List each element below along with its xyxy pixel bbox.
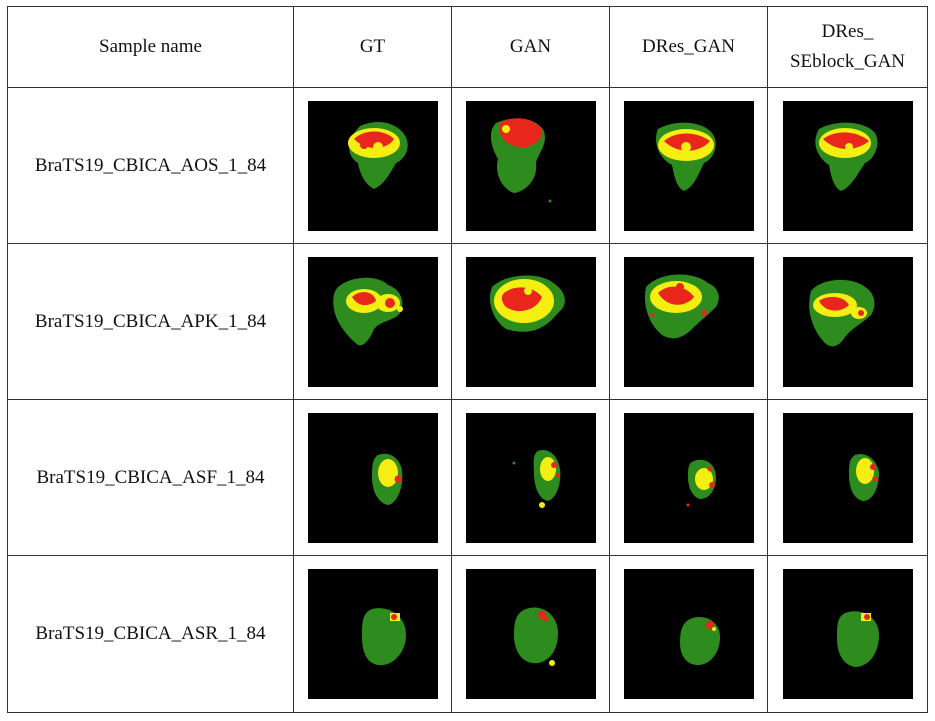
header-dres-seblock-gan: DRes_ SEblock_GAN bbox=[767, 6, 928, 88]
gan-segmentation-image bbox=[465, 569, 596, 699]
dres-gan-segmentation-image bbox=[623, 256, 754, 387]
header-dres-seblock-line2: SEblock_GAN bbox=[789, 51, 906, 72]
header-dres-gan: DRes_GAN bbox=[609, 6, 768, 88]
dres-gan-cell bbox=[609, 243, 768, 400]
dres-gan-cell bbox=[609, 399, 768, 556]
header-row: Sample name GT GAN DRes_GAN DRes_ SEbloc… bbox=[7, 6, 928, 88]
dres-seblock-gan-cell bbox=[767, 399, 928, 556]
gt-segmentation-image bbox=[307, 256, 438, 387]
table-row: BraTS19_CBICA_AOS_1_84 bbox=[7, 87, 928, 244]
dres-seblock-gan-segmentation-image bbox=[782, 412, 913, 543]
dres-seblock-gan-segmentation-image bbox=[782, 100, 913, 231]
dres-gan-cell bbox=[609, 555, 768, 713]
dres-seblock-gan-cell bbox=[767, 87, 928, 244]
dres-seblock-gan-segmentation-image bbox=[782, 256, 913, 387]
header-sample-name: Sample name bbox=[7, 6, 294, 88]
gt-segmentation-image bbox=[307, 100, 438, 231]
gt-cell bbox=[293, 555, 452, 713]
gan-cell bbox=[451, 243, 610, 400]
gt-segmentation-image bbox=[307, 412, 438, 543]
gt-cell bbox=[293, 399, 452, 556]
dres-seblock-gan-segmentation-image bbox=[782, 569, 913, 699]
dres-seblock-gan-cell bbox=[767, 555, 928, 713]
sample-name: BraTS19_CBICA_AOS_1_84 bbox=[7, 87, 294, 244]
dres-gan-segmentation-image bbox=[623, 100, 754, 231]
gt-cell bbox=[293, 243, 452, 400]
header-gan: GAN bbox=[451, 6, 610, 88]
segmentation-comparison-table: Sample name GT GAN DRes_GAN DRes_ SEbloc… bbox=[7, 6, 928, 713]
sample-name: BraTS19_CBICA_APK_1_84 bbox=[7, 243, 294, 400]
gan-segmentation-image bbox=[465, 100, 596, 231]
table-row: BraTS19_CBICA_ASR_1_84 bbox=[7, 555, 928, 713]
table-row: BraTS19_CBICA_ASF_1_84 bbox=[7, 399, 928, 556]
sample-name: BraTS19_CBICA_ASR_1_84 bbox=[7, 555, 294, 713]
table-row: BraTS19_CBICA_APK_1_84 bbox=[7, 243, 928, 400]
sample-name: BraTS19_CBICA_ASF_1_84 bbox=[7, 399, 294, 556]
dres-gan-segmentation-image bbox=[623, 569, 754, 699]
gt-cell bbox=[293, 87, 452, 244]
dres-gan-cell bbox=[609, 87, 768, 244]
gan-cell bbox=[451, 399, 610, 556]
header-gt: GT bbox=[293, 6, 452, 88]
gan-segmentation-image bbox=[465, 412, 596, 543]
dres-seblock-gan-cell bbox=[767, 243, 928, 400]
header-dres-seblock-line1: DRes_ bbox=[821, 21, 874, 42]
gan-cell bbox=[451, 87, 610, 244]
gan-cell bbox=[451, 555, 610, 713]
dres-gan-segmentation-image bbox=[623, 412, 754, 543]
gt-segmentation-image bbox=[307, 569, 438, 699]
gan-segmentation-image bbox=[465, 256, 596, 387]
